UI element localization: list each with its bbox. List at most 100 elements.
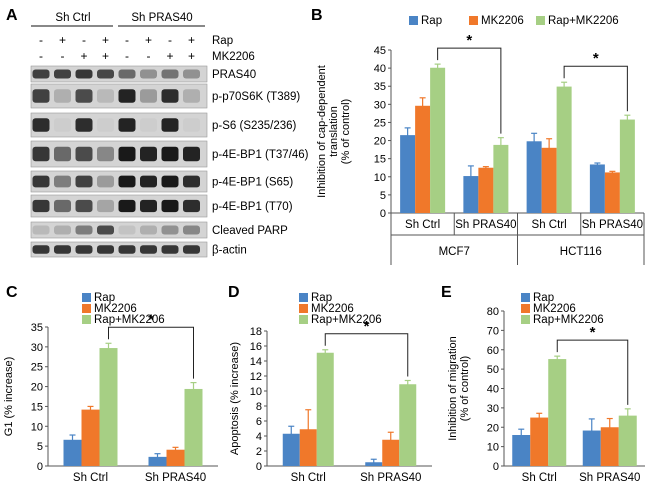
blot-band [97, 225, 114, 235]
y-tick-label: 40 [487, 384, 499, 396]
bar [548, 359, 567, 466]
significance-bracket [324, 333, 409, 377]
blot-band [54, 175, 71, 188]
blot-band [183, 199, 200, 213]
blot-band [118, 199, 136, 213]
bar [530, 417, 549, 466]
y-axis-label: G1 (% increase) [3, 357, 15, 436]
y-tick-label: 5 [37, 441, 43, 453]
y-tick-label: 14 [250, 356, 262, 368]
blot-sign: - [39, 49, 43, 63]
blot-band [118, 118, 136, 132]
blot-band [183, 245, 200, 254]
blot-band [97, 118, 114, 132]
panel-a-western-blot: Sh Ctrl Sh PRAS40 - + - + - + - + - - + + - - + + Rap MK… [30, 12, 309, 258]
y-tick-label: 18 [250, 326, 262, 338]
blot-group-label-0: Sh Ctrl [55, 12, 90, 24]
legend-swatch [82, 315, 91, 324]
blot-band-label: p-4E-BP1 (T70) [212, 201, 293, 213]
blot-band [161, 245, 179, 254]
bar [63, 439, 82, 466]
significance-star: * [466, 32, 472, 49]
category-label: Sh PRAS40 [360, 472, 421, 484]
blot-band [118, 245, 136, 254]
blot-band-label: p-S6 (S235/236) [212, 120, 297, 132]
bar [99, 348, 118, 466]
cell-line-label: MCF7 [439, 246, 470, 258]
blot-band-label: PRAS40 [212, 69, 256, 81]
blot-band [32, 89, 50, 103]
chart-c-g1: 0 5 10 15 20 25 30 35 G1 (% increase) Sh Ctrl Sh P… [3, 292, 218, 484]
legend-label: Rap [311, 292, 332, 304]
blot-treatment-label: Rap [212, 35, 233, 47]
legend-label: Rap [421, 15, 442, 27]
blot-sign: + [145, 33, 152, 47]
y-tick-label: 30 [374, 99, 386, 111]
y-tick-label: 15 [31, 401, 43, 413]
significance-bracket [563, 65, 628, 112]
blot-band [32, 118, 50, 132]
y-axis-label: (% of control) [459, 356, 471, 421]
category-label: Sh PRAS40 [579, 472, 640, 484]
y-tick-label: 40 [374, 63, 386, 75]
bar [399, 384, 417, 466]
legend-label: MK2206 [94, 303, 137, 315]
panel-letter-d: D [228, 284, 240, 301]
y-tick-label: 25 [31, 362, 43, 374]
legend-label: MK2206 [481, 15, 524, 27]
blot-band [118, 225, 136, 235]
significance-bracket [437, 47, 502, 134]
category-label: Sh Ctrl [522, 472, 557, 484]
y-tick-label: 45 [374, 45, 386, 57]
legend-label: Rap [94, 292, 115, 304]
blot-band [54, 89, 71, 103]
significance-bracket [556, 339, 629, 405]
legend-swatch [521, 315, 530, 324]
blot-band [75, 69, 93, 79]
legend-swatch [299, 304, 308, 313]
bar [430, 67, 446, 213]
category-label: Sh Ctrl [405, 219, 440, 231]
panel-letter-a: A [6, 7, 18, 24]
category-label: Sh Ctrl [73, 472, 108, 484]
blot-band [54, 146, 71, 162]
blot-band [183, 89, 200, 103]
bar [400, 135, 416, 213]
bar [582, 430, 601, 466]
y-axis-label: (% of control) [340, 99, 352, 164]
blot-band [140, 225, 157, 235]
y-tick-label: 16 [250, 341, 262, 353]
category-label: Sh PRAS40 [455, 219, 516, 231]
y-tick-label: 0 [256, 461, 262, 473]
y-tick-label: 10 [487, 442, 499, 454]
blot-sign: + [59, 33, 66, 47]
y-tick-label: 50 [487, 364, 499, 376]
blot-band [140, 89, 157, 103]
chart-b-cap-translation: 0 5 10 15 20 25 30 35 40 45 Inhibition of cap-depe… [316, 15, 645, 265]
blot-band [32, 146, 50, 162]
blot-band [183, 69, 200, 79]
y-tick-label: 10 [374, 172, 386, 184]
y-tick-label: 10 [250, 386, 262, 398]
bar [541, 147, 557, 213]
legend-swatch [82, 304, 91, 313]
significance-star: * [364, 318, 370, 335]
blot-band [118, 175, 136, 188]
y-tick-label: 35 [374, 81, 386, 93]
blot-band [54, 118, 71, 132]
blot-band [161, 175, 179, 188]
legend-swatch [299, 293, 308, 302]
blot-band [183, 175, 200, 188]
legend-label: Rap+MK2206 [94, 314, 165, 326]
blot-band [32, 225, 50, 235]
blot-band [54, 245, 71, 254]
y-tick-label: 20 [374, 136, 386, 148]
panel-letter-e: E [441, 284, 452, 301]
blot-band [183, 225, 200, 235]
significance-star: * [590, 324, 596, 341]
legend-label: Rap+MK2206 [311, 314, 382, 326]
blot-sign: - [125, 33, 129, 47]
bar [526, 141, 542, 213]
blot-sign: - [39, 33, 43, 47]
